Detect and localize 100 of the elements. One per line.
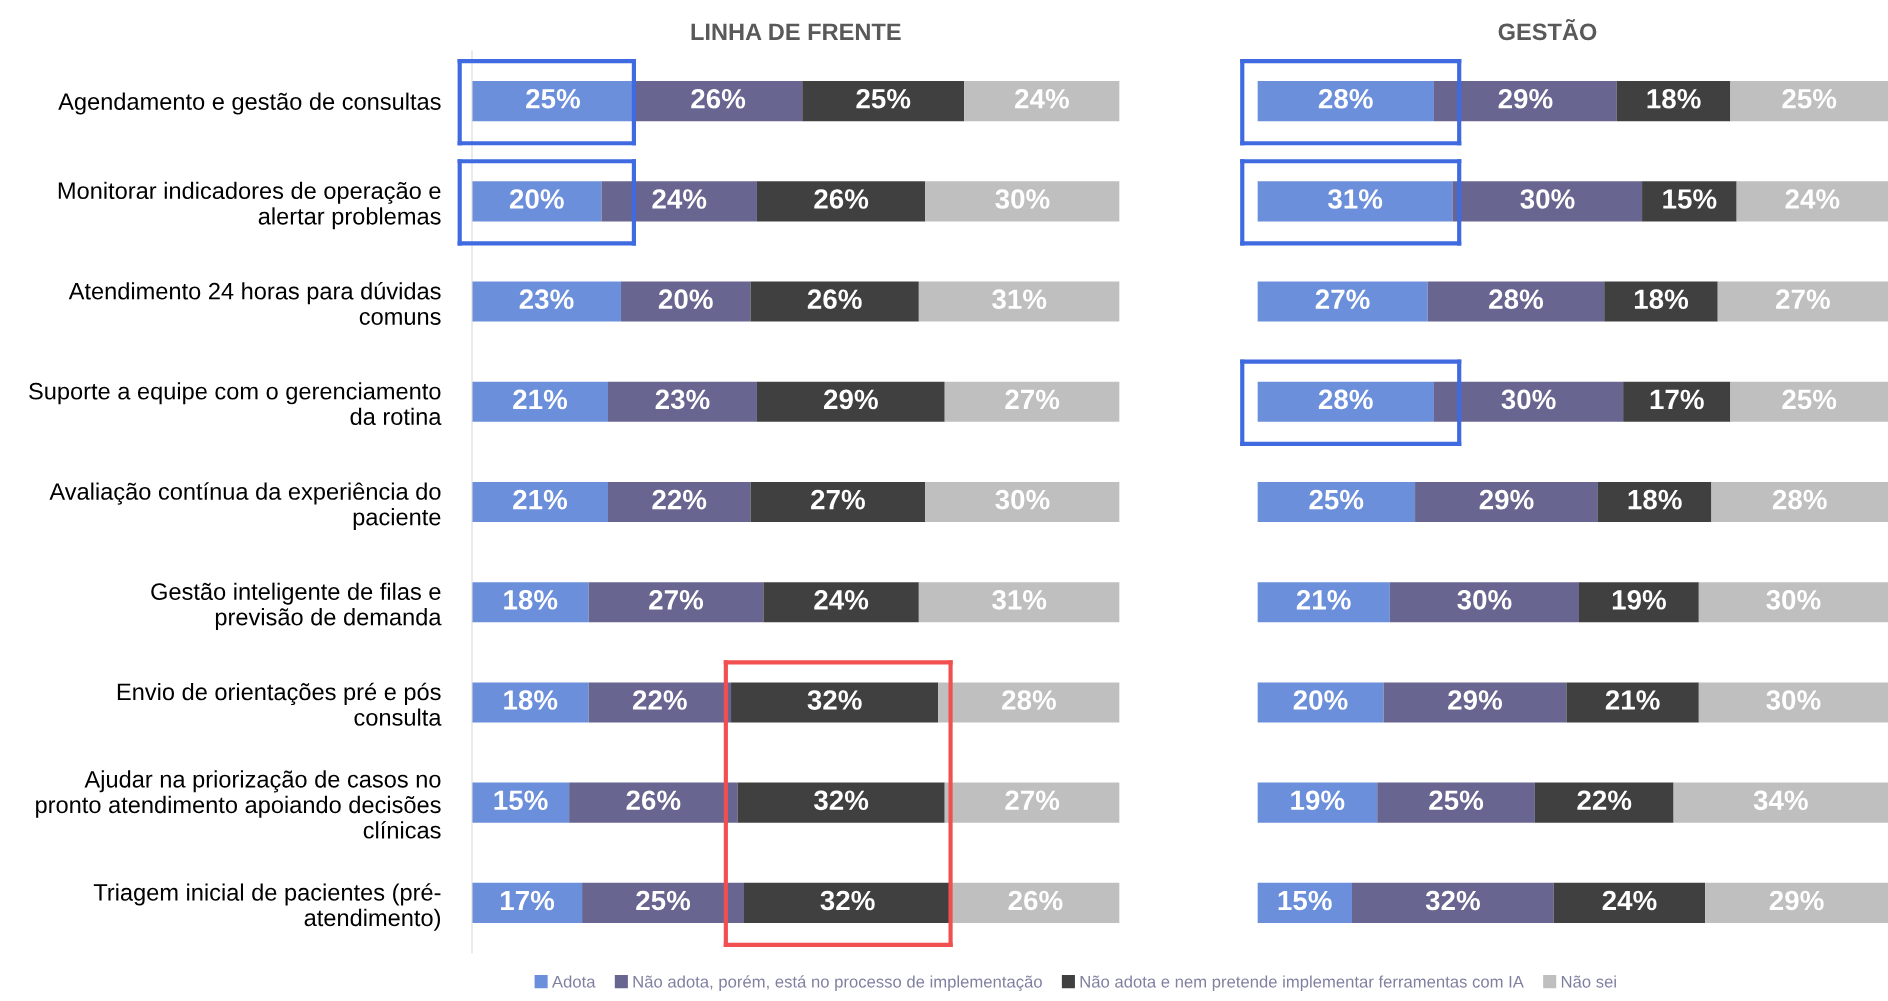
bar xyxy=(918,281,1120,322)
bar xyxy=(750,281,919,322)
bar xyxy=(472,181,602,222)
bar xyxy=(1698,682,1888,723)
data-label: 28% xyxy=(1002,690,1056,710)
data-label: 22% xyxy=(632,690,687,710)
data-label: 34% xyxy=(1753,790,1808,811)
data-label: 26% xyxy=(814,189,869,209)
data-label: 22% xyxy=(1577,790,1632,811)
data-label: 25% xyxy=(1782,88,1837,109)
data-label: 28% xyxy=(1318,389,1373,410)
data-label: 15% xyxy=(1663,189,1717,209)
data-label: 26% xyxy=(807,289,862,310)
bar xyxy=(1705,882,1888,923)
bar xyxy=(1730,381,1888,422)
bar xyxy=(472,281,621,322)
legend-label: Não adota, porém, está no processo de implementação xyxy=(633,975,1042,991)
data-label: 17% xyxy=(501,890,555,911)
bar xyxy=(951,882,1120,923)
bar xyxy=(1566,682,1699,723)
data-label: 32% xyxy=(820,890,875,911)
bar xyxy=(1534,782,1674,823)
y-tick-label: Atendimento 24 horas para dúvidas comuns xyxy=(68,281,441,325)
bar xyxy=(1257,582,1390,623)
bar xyxy=(569,782,738,823)
bar xyxy=(938,682,1120,723)
bar xyxy=(918,582,1120,623)
bar xyxy=(802,81,965,122)
y-tick-label: Triagem inicial de pacientes (pré-atendimento) xyxy=(93,883,441,931)
data-label: 29% xyxy=(1448,690,1503,710)
y-tick-label: Gestão inteligente de filas e previsão de demanda xyxy=(151,582,442,631)
bar xyxy=(944,381,1120,422)
data-label: 21% xyxy=(513,389,568,410)
bar xyxy=(1736,181,1888,222)
data-label: 30% xyxy=(1520,189,1575,209)
data-label: 32% xyxy=(807,690,862,710)
bar xyxy=(731,682,939,723)
bar xyxy=(750,481,926,523)
y-tick-label: Envio de orientações pré e pós consulta xyxy=(117,682,442,726)
bar xyxy=(756,181,926,222)
data-label: 21% xyxy=(1296,590,1351,610)
chart-title: LINHA DE FRENTE xyxy=(691,23,901,40)
bar xyxy=(925,481,1120,523)
bar xyxy=(472,481,608,523)
bar xyxy=(1717,281,1888,322)
data-label: 30% xyxy=(1766,690,1821,710)
data-label: 25% xyxy=(1309,489,1364,510)
data-label: 27% xyxy=(1005,790,1060,811)
bar xyxy=(964,81,1120,122)
bar xyxy=(1257,281,1428,322)
data-label: 21% xyxy=(1605,690,1660,710)
data-label: 18% xyxy=(1647,88,1701,109)
data-label: 30% xyxy=(1766,590,1821,610)
bar xyxy=(1257,81,1434,122)
bar xyxy=(763,582,919,623)
bar xyxy=(925,181,1120,222)
bar xyxy=(1257,682,1384,723)
data-label: 20% xyxy=(658,289,713,310)
data-label: 28% xyxy=(1489,289,1544,310)
bar xyxy=(1698,582,1888,623)
data-label: 22% xyxy=(652,489,707,510)
bar xyxy=(620,281,751,322)
bar xyxy=(1730,81,1888,122)
bar xyxy=(1383,682,1567,723)
data-label: 31% xyxy=(992,590,1047,610)
data-label: 27% xyxy=(649,590,704,610)
data-label: 30% xyxy=(995,189,1050,209)
bar xyxy=(1673,782,1888,823)
chart-title: GESTÃO xyxy=(1498,18,1597,41)
data-label: 24% xyxy=(1785,189,1840,209)
data-label: 25% xyxy=(526,88,581,109)
data-label: 19% xyxy=(1612,590,1666,610)
data-label: 29% xyxy=(1498,88,1553,109)
bar xyxy=(1711,481,1888,523)
bar xyxy=(472,381,608,422)
bar xyxy=(1553,882,1706,923)
data-label: 20% xyxy=(1293,690,1348,710)
data-label: 19% xyxy=(1291,790,1345,811)
bar xyxy=(607,481,751,523)
y-tick-label: Agendamento e gestão de consultas xyxy=(58,92,441,115)
data-label: 24% xyxy=(1602,890,1657,911)
data-label: 31% xyxy=(1327,189,1383,209)
data-label: 29% xyxy=(824,389,878,410)
data-label: 30% xyxy=(995,489,1050,510)
data-label: 17% xyxy=(1650,389,1704,410)
data-label: 26% xyxy=(1008,890,1063,911)
data-label: 25% xyxy=(856,88,911,109)
bar xyxy=(1257,181,1453,222)
data-label: 24% xyxy=(814,590,869,610)
data-label: 18% xyxy=(504,590,558,610)
bar xyxy=(1352,882,1554,923)
bar xyxy=(1623,381,1731,422)
data-label: 27% xyxy=(1005,389,1060,410)
legend-label: Adota xyxy=(551,975,596,988)
bar xyxy=(1415,481,1598,523)
data-label: 30% xyxy=(1501,389,1556,410)
bar xyxy=(756,381,945,422)
data-label: 20% xyxy=(509,189,564,209)
y-tick-label: Monitorar indicadores de operação e alertar problemas xyxy=(58,181,441,230)
bar xyxy=(1377,782,1535,823)
